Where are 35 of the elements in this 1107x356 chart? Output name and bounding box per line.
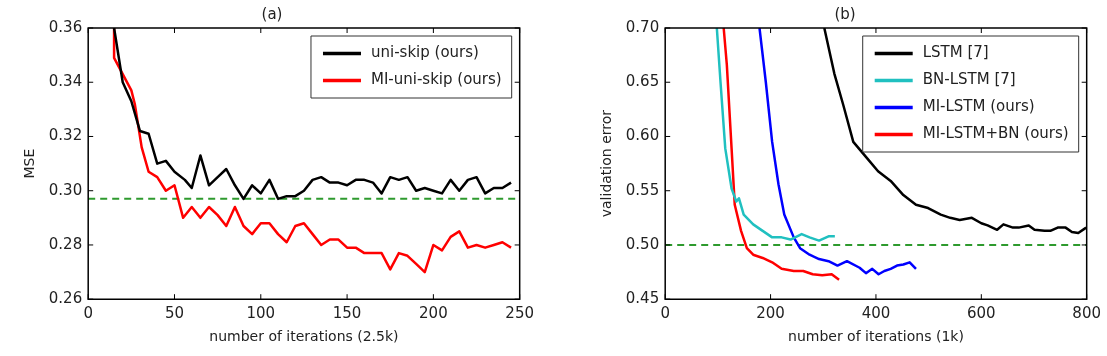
y-tick-label: 0.32 — [48, 126, 83, 145]
legend-label: MI-uni-skip (ours) — [370, 70, 502, 89]
y-tick-label: 0.50 — [625, 234, 660, 253]
y-tick-label: 0.26 — [48, 289, 83, 308]
x-tick-label: 50 — [164, 304, 185, 323]
y-tick-label: 0.36 — [48, 17, 83, 36]
x-tick-label: 200 — [419, 304, 448, 323]
y-tick-label: 0.28 — [48, 234, 83, 253]
chart-title: (a) — [261, 4, 283, 23]
y-tick-label: 0.70 — [625, 17, 660, 36]
legend-label: uni-skip (ours) — [370, 43, 479, 62]
legend-label: BN-LSTM [7] — [922, 70, 1016, 89]
y-tick-label: 0.34 — [48, 72, 83, 91]
x-tick-label: 800 — [1072, 304, 1102, 323]
x-tick-label: 400 — [861, 304, 891, 323]
y-tick-label: 0.65 — [625, 72, 660, 91]
y-tick-label: 0.60 — [625, 126, 660, 145]
y-axis-title: validation error — [598, 109, 615, 218]
x-tick-label: 600 — [966, 304, 996, 323]
chart-title: (b) — [834, 4, 856, 23]
x-axis-title: number of iterations (2.5k) — [209, 328, 399, 345]
y-axis-title: MSE — [21, 148, 38, 179]
x-tick-label: 150 — [332, 304, 362, 323]
y-tick-label: 0.55 — [625, 180, 660, 199]
x-tick-label: 100 — [246, 304, 276, 323]
x-tick-label: 200 — [756, 304, 785, 323]
y-tick-label: 0.45 — [625, 289, 660, 308]
legend-label: LSTM [7] — [922, 43, 989, 62]
x-tick-label: 0 — [660, 304, 670, 323]
legend-label: MI-LSTM (ours) — [922, 97, 1035, 116]
x-tick-label: 250 — [505, 304, 535, 323]
y-tick-label: 0.30 — [48, 180, 83, 199]
legend-label: MI-LSTM+BN (ours) — [922, 124, 1069, 143]
x-axis-title: number of iterations (1k) — [788, 328, 964, 345]
x-tick-label: 0 — [83, 304, 93, 323]
